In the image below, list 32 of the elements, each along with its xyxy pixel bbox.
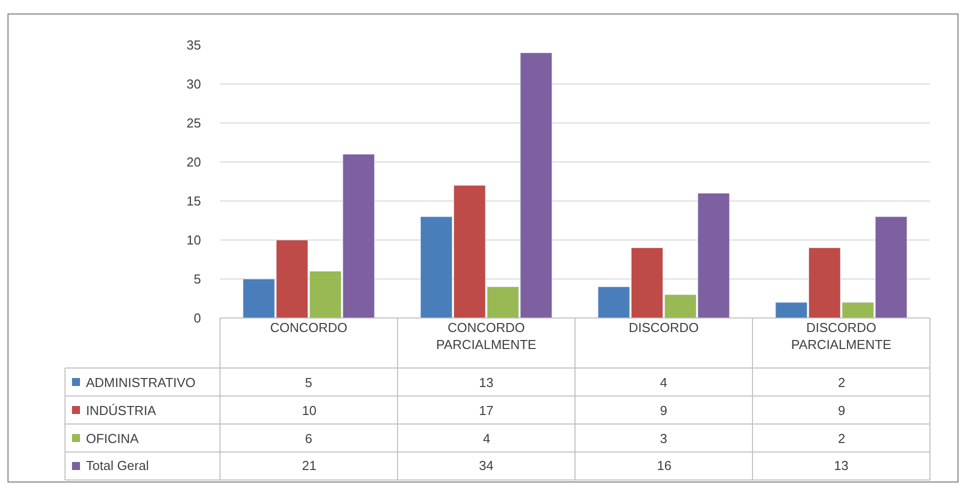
- data-label: 21: [302, 458, 316, 473]
- data-label: 3: [660, 431, 668, 446]
- data-label: 4: [660, 375, 668, 390]
- legend-label: ADMINISTRATIVO: [86, 375, 196, 390]
- data-label: 2: [838, 431, 846, 446]
- legend-label: OFICINA: [86, 431, 140, 446]
- x-tick-label: CONCORDO PARCIALMENTE: [436, 320, 537, 352]
- data-label: 13: [834, 458, 848, 473]
- data-label: 10: [302, 403, 316, 418]
- legend-label: INDÚSTRIA: [86, 403, 156, 418]
- y-tick-label: 35: [186, 38, 201, 53]
- data-label: 34: [479, 458, 494, 473]
- y-tick-label: 10: [186, 232, 201, 248]
- data-label: 17: [479, 403, 494, 418]
- y-tick-label: 0: [194, 310, 201, 326]
- y-tick-label: 5: [194, 272, 201, 287]
- data-label: 5: [305, 375, 312, 390]
- y-tick-label: 30: [186, 76, 201, 92]
- data-label: 6: [305, 431, 312, 446]
- data-label: 2: [838, 375, 846, 390]
- data-label: 16: [657, 458, 672, 473]
- data-label: 9: [838, 403, 846, 418]
- x-tick-label: DISCORDO: [628, 320, 699, 335]
- x-tick-label: CONCORDO: [270, 320, 348, 335]
- data-label: 13: [479, 375, 494, 390]
- data-label: 4: [483, 431, 490, 446]
- data-label: 9: [660, 403, 668, 418]
- legend-label: Total Geral: [86, 458, 149, 473]
- y-tick-label: 15: [186, 194, 201, 209]
- x-tick-label: DISCORDO PARCIALMENTE: [791, 320, 892, 352]
- y-tick-label: 25: [186, 116, 201, 131]
- y-tick-label: 20: [186, 154, 201, 170]
